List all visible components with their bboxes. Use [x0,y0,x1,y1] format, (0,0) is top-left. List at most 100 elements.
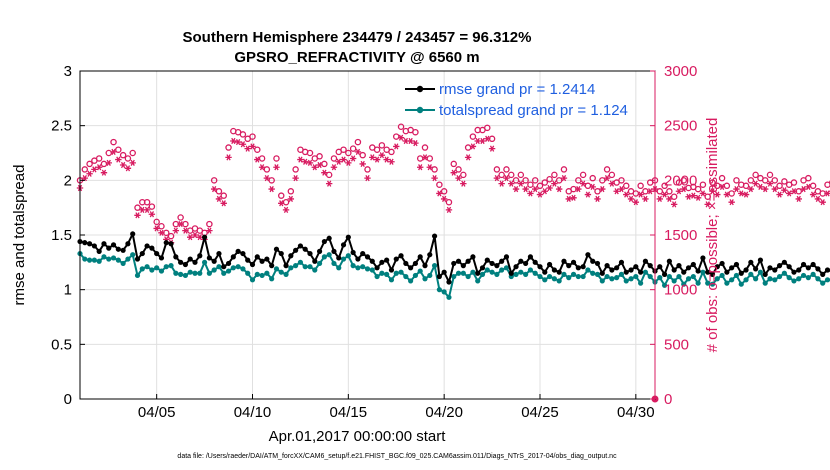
rmse-point [729,265,735,271]
rmse-point [110,242,117,248]
totalspread-point [240,266,246,272]
x-tick-label: 04/10 [234,404,272,421]
rmse-point [355,256,361,262]
totalspread-point [489,269,495,275]
rmse-point [230,254,236,260]
obs-assimilated-marker [282,206,290,213]
totalspread-point [642,269,649,275]
rmse-point [719,260,725,267]
obs-assimilated-marker [680,185,687,193]
rmse-point [657,264,663,270]
obs-possible-marker [325,171,333,179]
obs-assimilated-marker [369,154,376,161]
obs-assimilated-marker [450,169,457,176]
obs-assimilated-marker [407,137,414,145]
totalspread-point [479,271,486,277]
rmse-point [499,258,505,264]
totalspread-point [369,267,375,273]
obs-assimilated-marker [105,159,112,166]
totalspread-point [614,275,620,281]
totalspread-point [743,277,749,283]
obs-assimilated-marker [393,143,400,150]
totalspread-point [201,259,208,265]
rmse-point [288,253,294,259]
totalspread-point [384,271,390,277]
obs-assimilated-marker [498,180,505,187]
totalspread-point [733,272,740,279]
footnote: data file: /Users/raeder/DAI/ATM_forcXX/… [177,453,617,460]
obs-assimilated-marker [517,180,525,187]
totalspread-point [695,280,701,286]
rmse-point [225,260,232,267]
x-tick-label: 04/20 [425,404,463,421]
rmse-point [187,256,193,262]
rmse-point [508,270,514,276]
obs-assimilated-marker [560,175,568,182]
rmse-point [537,264,543,270]
obs-assimilated-marker [690,192,697,199]
rmse-point [695,268,701,274]
obs-assimilated-marker [239,141,247,148]
rmse-point [494,263,500,269]
totalspread-point [436,287,442,293]
obs-assimilated-marker [464,154,472,161]
obs-assimilated-marker [508,180,515,187]
obs-assimilated-marker [100,169,108,176]
rmse-point [388,267,395,273]
obs-possible-marker [397,123,405,131]
obs-assimilated-marker [776,191,783,198]
totalspread-point [791,278,797,284]
obs-assimilated-marker [302,158,309,165]
obs-possible-marker [143,198,151,206]
totalspread-point [350,263,356,269]
obs-assimilated-marker [623,191,630,198]
totalspread-point [225,268,232,274]
rmse-point [273,246,280,252]
rmse-point [201,234,208,240]
obs-possible-marker [206,220,213,228]
totalspread-point [709,281,716,287]
rmse-point [154,250,160,257]
rmse-point [436,273,442,280]
totalspread-point [527,267,534,273]
obs-assimilated-marker [445,206,453,213]
obs-possible-marker [412,128,419,136]
rmse-point [666,258,672,264]
totalspread-point [125,256,131,262]
totalspread-point [374,273,380,280]
obs-possible-marker [450,160,457,168]
totalspread-point [546,273,553,280]
obs-assimilated-marker [536,191,544,198]
obs-assimilated-marker [172,227,180,234]
obs-possible-marker [110,138,117,146]
totalspread-point [158,268,165,274]
obs-possible-marker [661,182,668,190]
obs-assimilated-marker [191,231,199,239]
rmse-point [120,247,126,253]
obs-assimilated-marker [345,159,352,166]
obs-assimilated-marker [431,175,438,182]
obs-possible-marker [493,166,501,173]
rmse-point [441,269,447,275]
obs-assimilated-marker [551,180,558,187]
obs-assimilated-marker [752,180,759,187]
obs-possible-marker [517,171,525,179]
obs-assimilated-marker [153,225,160,232]
rmse-point [82,240,88,246]
obs-possible-marker [364,166,371,173]
totalspread-point [767,276,773,282]
obs-assimilated-marker [766,180,774,187]
rmse-point [403,260,409,267]
obs-possible-marker [512,177,520,184]
totalspread-point [326,252,332,258]
rmse-point [753,266,759,272]
totalspread-point [379,270,385,276]
obs-possible-marker [541,179,549,186]
totalspread-point [211,267,217,273]
y-tick-label-right: 500 [664,336,689,353]
y-tick-label-right: 2500 [664,118,697,135]
x-axis-label: Apr.01,2017 00:00:00 start [269,428,447,445]
obs-possible-marker [254,146,261,153]
rmse-point [628,267,634,273]
rmse-point [331,248,337,254]
